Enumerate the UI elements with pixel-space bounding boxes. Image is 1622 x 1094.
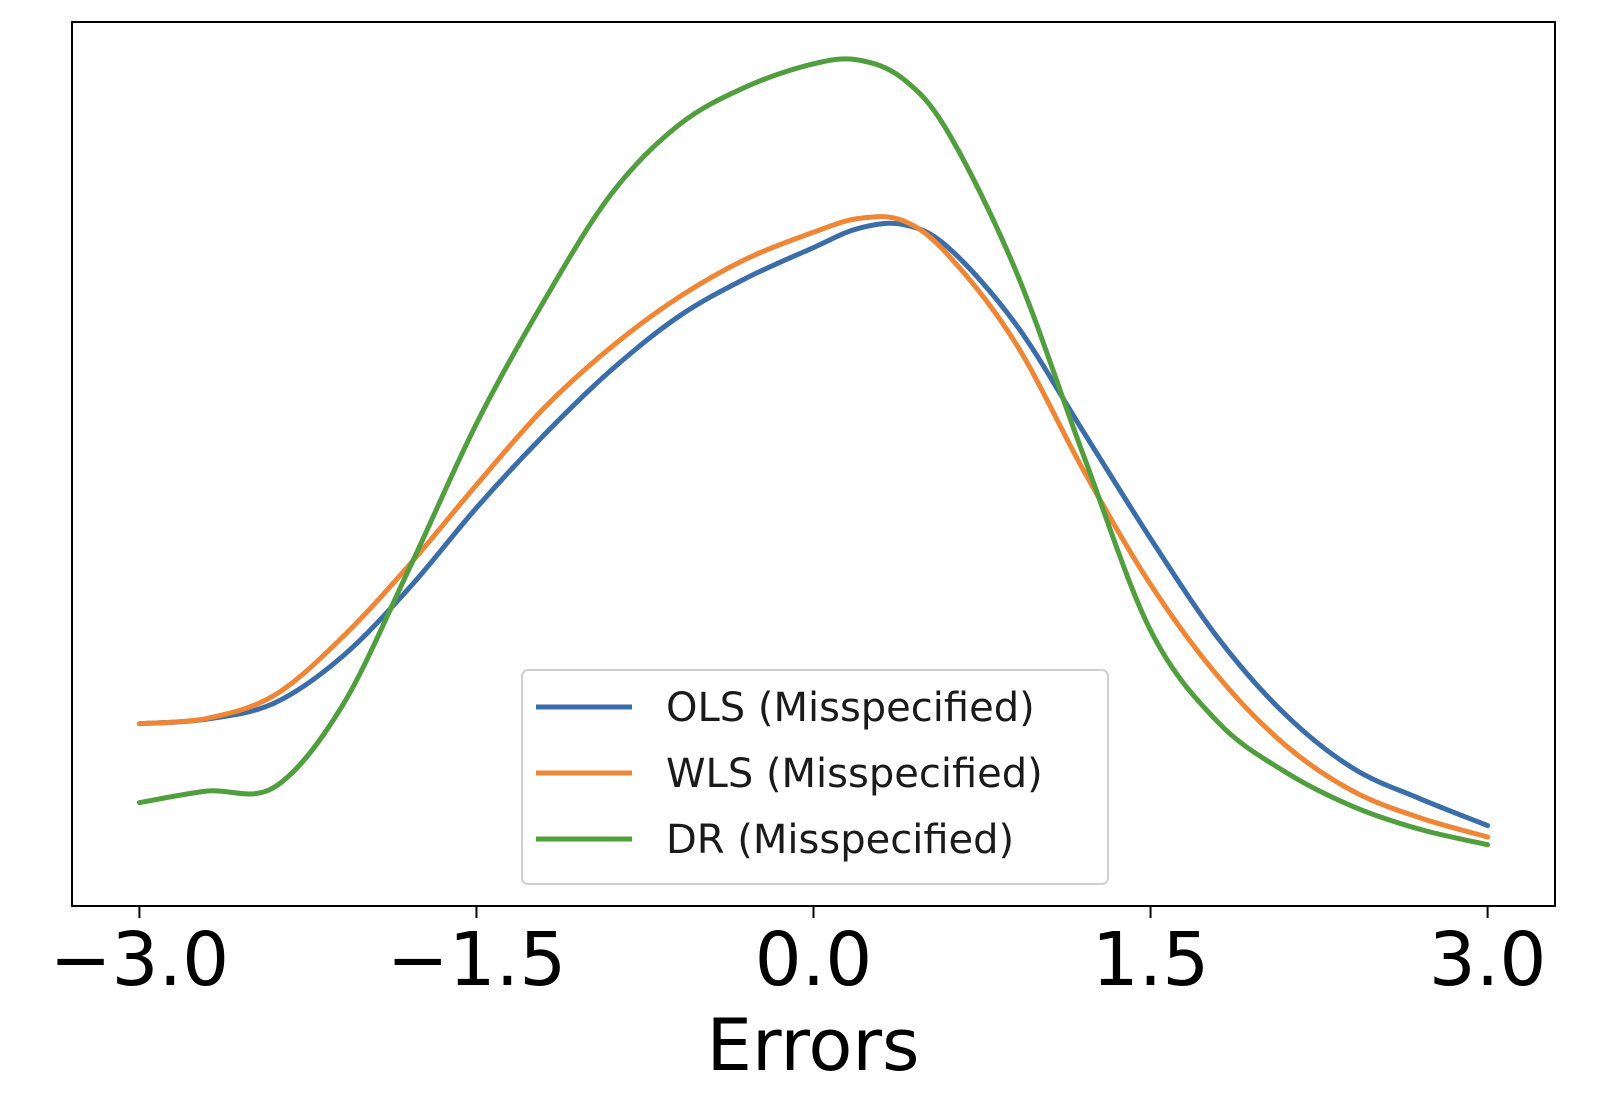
x-tick-label: 0.0 <box>755 917 873 1003</box>
legend-label-ols: OLS (Misspecified) <box>666 685 1035 731</box>
series-lines <box>136 56 1491 848</box>
legend-box <box>521 669 1109 885</box>
x-axis: −3.0 −1.5 0.0 1.5 3.0 <box>50 906 1547 1003</box>
x-tick-label: 3.0 <box>1429 917 1547 1003</box>
x-tick-label: −1.5 <box>387 917 567 1003</box>
x-tick-label: 1.5 <box>1092 917 1210 1003</box>
legend-label-wls: WLS (Misspecified) <box>666 751 1043 797</box>
dr-line <box>136 56 1491 848</box>
legend-label-dr: DR (Misspecified) <box>666 817 1014 863</box>
x-tick-label: −3.0 <box>50 917 230 1003</box>
ols-line <box>136 220 1491 829</box>
wls-line <box>136 214 1491 840</box>
x-axis-label: Errors <box>706 1003 919 1087</box>
legend: OLS (Misspecified) WLS (Misspecified) DR… <box>521 669 1109 885</box>
